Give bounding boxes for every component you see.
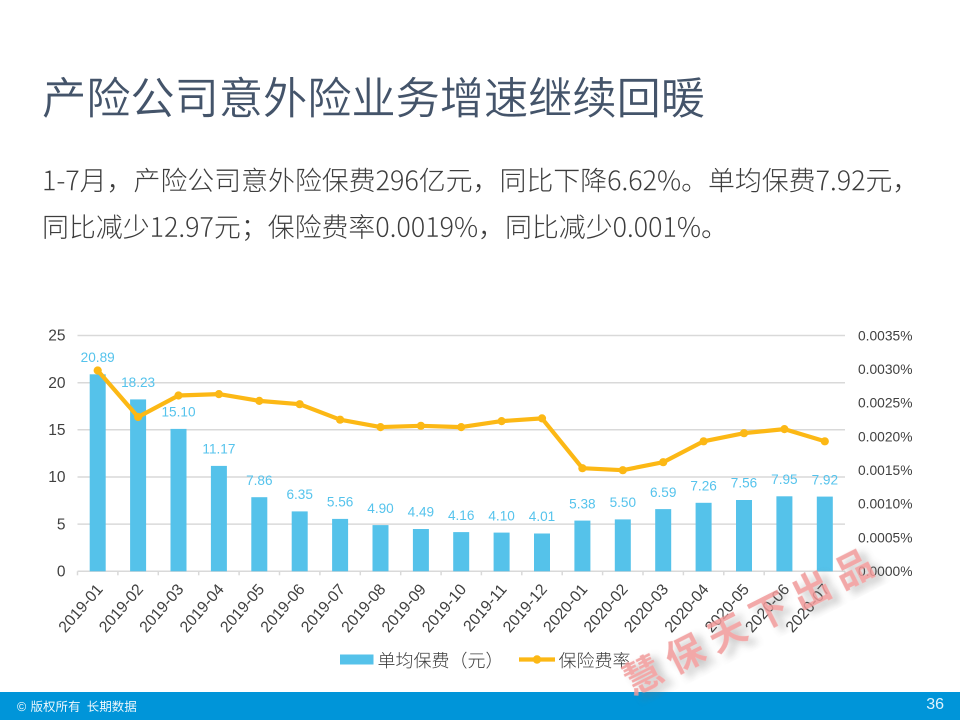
svg-text:5.56: 5.56 <box>327 495 353 510</box>
svg-text:36: 36 <box>926 696 944 713</box>
svg-text:7.86: 7.86 <box>246 473 272 488</box>
svg-text:2019-10: 2019-10 <box>419 581 470 636</box>
svg-text:20.89: 20.89 <box>81 350 115 365</box>
svg-text:6.59: 6.59 <box>650 485 676 500</box>
svg-text:25: 25 <box>48 328 65 345</box>
svg-text:0.0010%: 0.0010% <box>858 497 912 512</box>
svg-text:0.0025%: 0.0025% <box>858 396 912 411</box>
svg-text:7.56: 7.56 <box>731 476 757 491</box>
svg-text:6.35: 6.35 <box>286 487 312 502</box>
svg-text:©: © <box>17 700 27 714</box>
svg-text:18.23: 18.23 <box>121 375 155 390</box>
svg-text:4.10: 4.10 <box>488 508 515 523</box>
svg-text:11.17: 11.17 <box>202 442 235 457</box>
svg-text:5.38: 5.38 <box>569 496 595 511</box>
svg-text:7.92: 7.92 <box>812 472 838 487</box>
svg-text:5.50: 5.50 <box>610 495 637 510</box>
svg-text:4.90: 4.90 <box>367 501 394 516</box>
svg-text:7.26: 7.26 <box>690 479 716 494</box>
svg-text:0.0035%: 0.0035% <box>858 328 912 343</box>
svg-text:10: 10 <box>48 469 66 486</box>
svg-text:7.95: 7.95 <box>771 472 797 487</box>
svg-text:0: 0 <box>57 564 66 581</box>
svg-text:4.49: 4.49 <box>408 505 434 520</box>
svg-text:4.01: 4.01 <box>529 509 555 524</box>
svg-text:15: 15 <box>48 422 65 439</box>
svg-text:0.0015%: 0.0015% <box>858 463 912 478</box>
svg-text:4.16: 4.16 <box>448 508 474 523</box>
svg-text:15.10: 15.10 <box>161 405 195 420</box>
svg-text:0.0005%: 0.0005% <box>858 530 912 545</box>
svg-text:0.0030%: 0.0030% <box>858 362 912 377</box>
svg-text:20: 20 <box>48 375 66 392</box>
svg-text:0.0020%: 0.0020% <box>858 429 912 444</box>
svg-text:5: 5 <box>57 516 66 533</box>
